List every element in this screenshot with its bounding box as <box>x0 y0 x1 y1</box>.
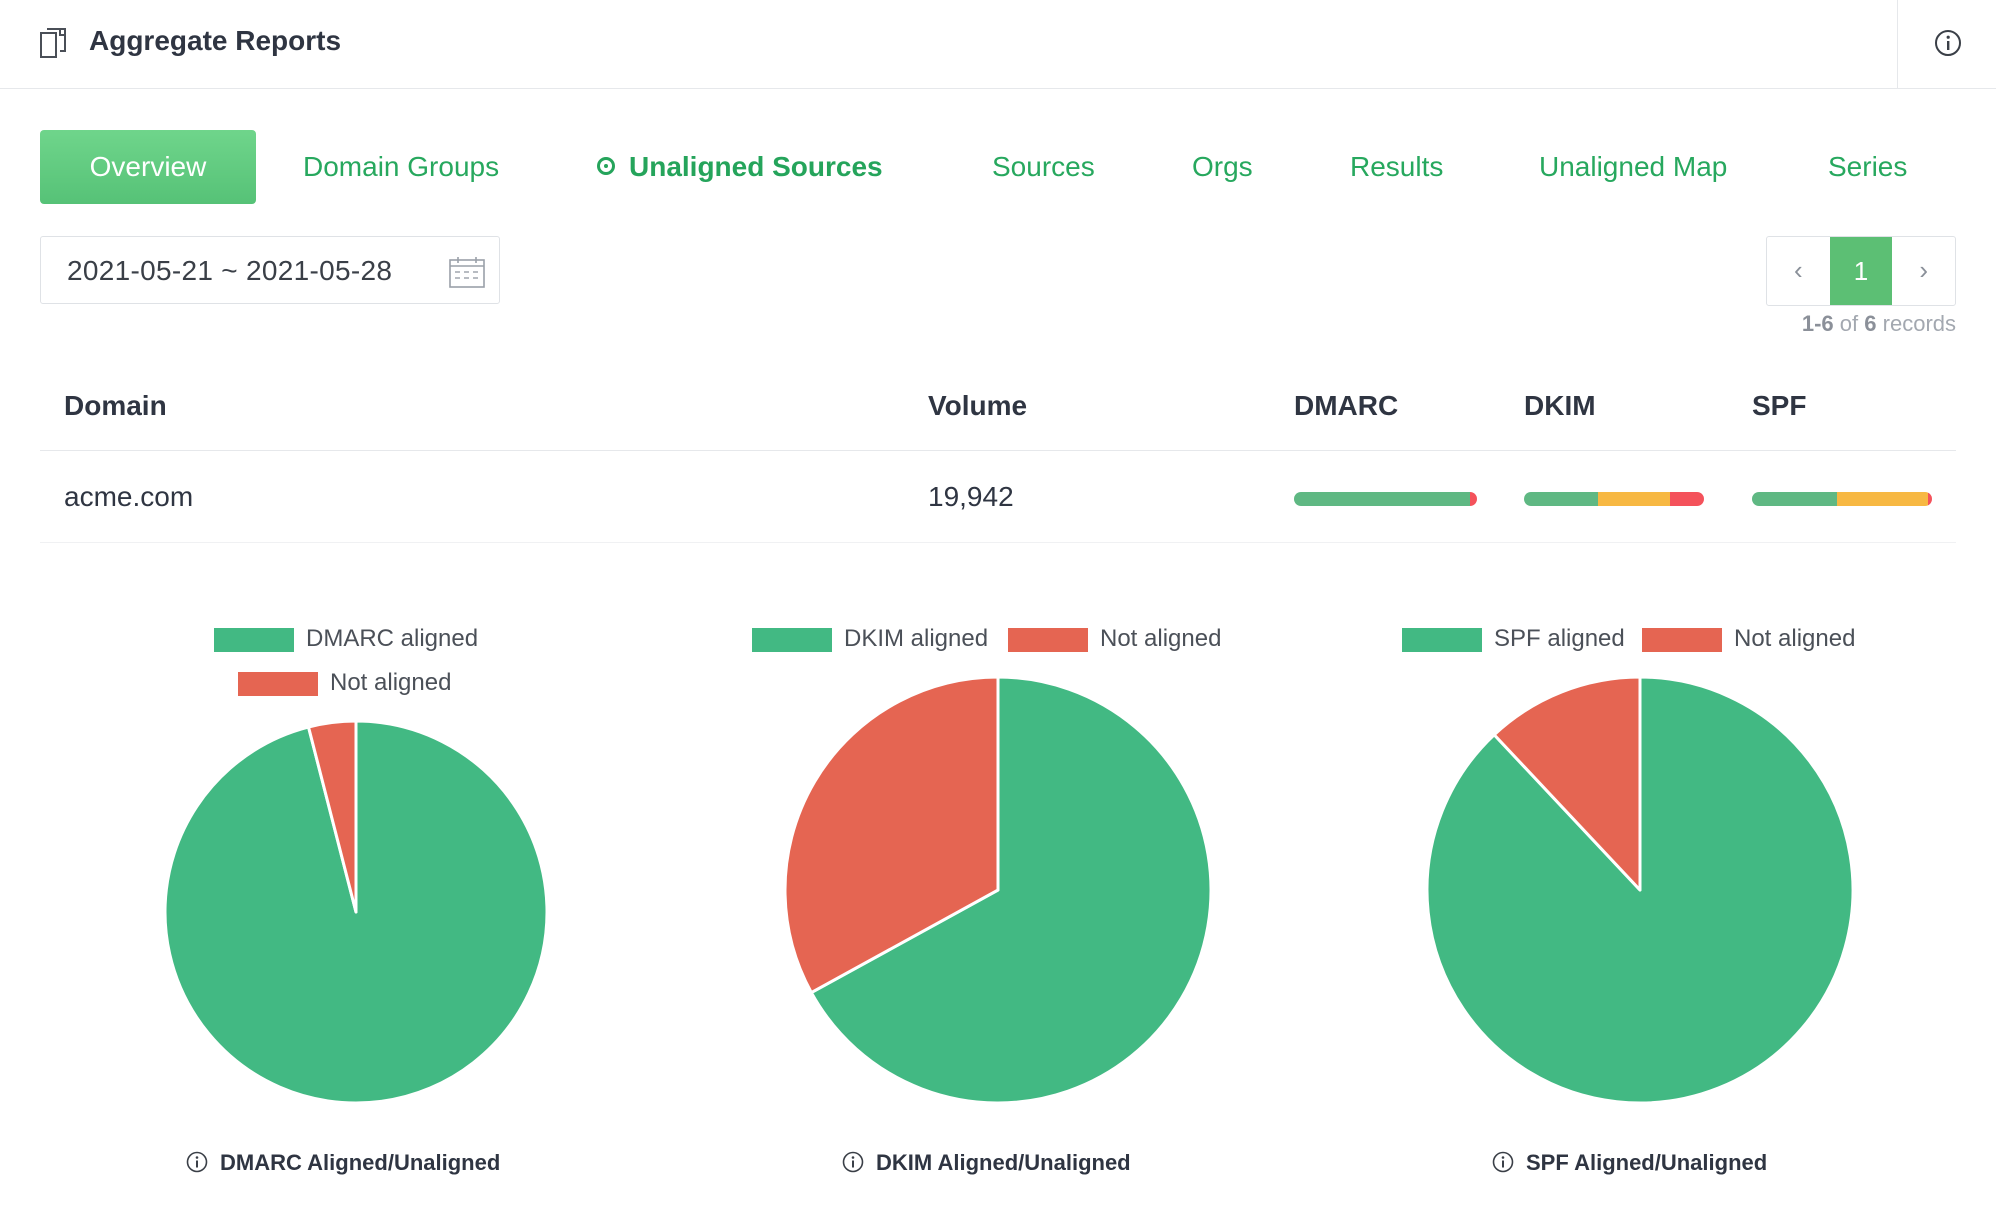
records-range: 1-6 <box>1801 311 1834 336</box>
legend-swatch <box>1008 628 1088 652</box>
legend-label: Not aligned <box>1734 625 1856 652</box>
tab-overview[interactable]: Overview <box>40 130 256 204</box>
tab-orgs[interactable]: Orgs <box>1192 151 1253 182</box>
column-header-volume[interactable]: Volume <box>928 390 1028 421</box>
spf-chart-title: SPF Aligned/Unaligned <box>1492 1150 1767 1176</box>
date-range-picker[interactable]: 2021-05-21 ~ 2021-05-28 <box>40 236 500 304</box>
column-header-dkim[interactable]: DKIM <box>1524 390 1596 421</box>
domain-cell[interactable]: acme.com <box>64 481 194 512</box>
bar-segment <box>1928 492 1932 506</box>
tab-unaligned-map[interactable]: Unaligned Map <box>1539 151 1728 182</box>
column-header-domain[interactable]: Domain <box>64 390 167 421</box>
dmarc-chart-title: DMARC Aligned/Unaligned <box>186 1150 500 1176</box>
pie-slice-not-aligned[interactable] <box>307 719 358 914</box>
info-icon[interactable] <box>1492 1151 1514 1173</box>
next-page-button[interactable]: › <box>1919 255 1929 285</box>
legend-swatch <box>214 628 294 652</box>
chart-title-text: DKIM Aligned/Unaligned <box>876 1150 1131 1175</box>
records-summary: 1-6 of 6 records <box>1802 311 1956 337</box>
bar-segment <box>1524 492 1598 506</box>
column-header-spf[interactable]: SPF <box>1752 390 1807 421</box>
info-icon[interactable] <box>842 1151 864 1173</box>
active-tab-dot-icon <box>597 156 615 175</box>
tab-series[interactable]: Series <box>1828 151 1908 182</box>
chart-title-text: SPF Aligned/Unaligned <box>1526 1150 1768 1175</box>
chart-title-text: DMARC Aligned/Unaligned <box>220 1150 501 1175</box>
records-of: of <box>1839 311 1859 336</box>
dmarc-alignment-bar <box>1294 492 1477 506</box>
spf-alignment-bar <box>1752 492 1932 506</box>
date-range-value: 2021-05-21 ~ 2021-05-28 <box>67 255 393 286</box>
volume-cell: 19,942 <box>928 481 1014 512</box>
bar-segment <box>1469 492 1477 506</box>
page-header: Aggregate Reports <box>0 0 1996 89</box>
pie-slice-not-aligned[interactable] <box>783 675 1000 995</box>
report-tabs: Overview Domain Groups Unaligned Sources… <box>0 130 1996 204</box>
header-divider <box>40 450 1956 451</box>
tab-domain-groups[interactable]: Domain Groups <box>303 151 500 182</box>
legend-label: SPF aligned <box>1494 625 1625 652</box>
dkim-alignment-bar <box>1524 492 1704 506</box>
legend-label: DKIM aligned <box>844 625 989 652</box>
tab-results[interactable]: Results <box>1350 151 1444 182</box>
legend-swatch <box>238 672 318 696</box>
prev-page-button[interactable]: ‹ <box>1794 255 1803 285</box>
info-icon[interactable] <box>186 1151 208 1173</box>
records-total: 6 <box>1864 311 1877 336</box>
calendar-icon <box>449 257 485 288</box>
tab-sources[interactable]: Sources <box>992 151 1095 182</box>
bar-segment <box>1669 492 1704 506</box>
bar-segment <box>1752 492 1837 506</box>
bar-segment <box>1597 492 1670 506</box>
column-header-dmarc[interactable]: DMARC <box>1294 390 1399 421</box>
legend-swatch <box>1642 628 1722 652</box>
records-label: records <box>1882 311 1956 336</box>
row-divider <box>40 542 1956 543</box>
page-title: Aggregate Reports <box>89 25 342 56</box>
info-button[interactable] <box>1897 0 1996 88</box>
bar-segment <box>1836 492 1929 506</box>
tab-unaligned-sources-label: Unaligned Sources <box>629 151 883 182</box>
legend-label: Not aligned <box>330 669 452 696</box>
legend-swatch <box>1402 628 1482 652</box>
legend-swatch <box>752 628 832 652</box>
document-icon <box>40 28 66 58</box>
legend-label: DMARC aligned <box>306 625 479 652</box>
dkim-chart-title: DKIM Aligned/Unaligned <box>842 1150 1131 1176</box>
tab-unaligned-sources[interactable]: Unaligned Sources <box>597 130 883 204</box>
pie-slice-dkim-aligned[interactable] <box>809 675 1213 1105</box>
legend-label: Not aligned <box>1100 625 1222 652</box>
bar-segment <box>1294 492 1470 506</box>
info-icon <box>1935 30 1961 56</box>
page-number-button[interactable]: 1 <box>1829 237 1893 305</box>
pie-slice-not-aligned[interactable] <box>1492 675 1642 892</box>
pagination: ‹ 1 › <box>1766 236 1956 306</box>
